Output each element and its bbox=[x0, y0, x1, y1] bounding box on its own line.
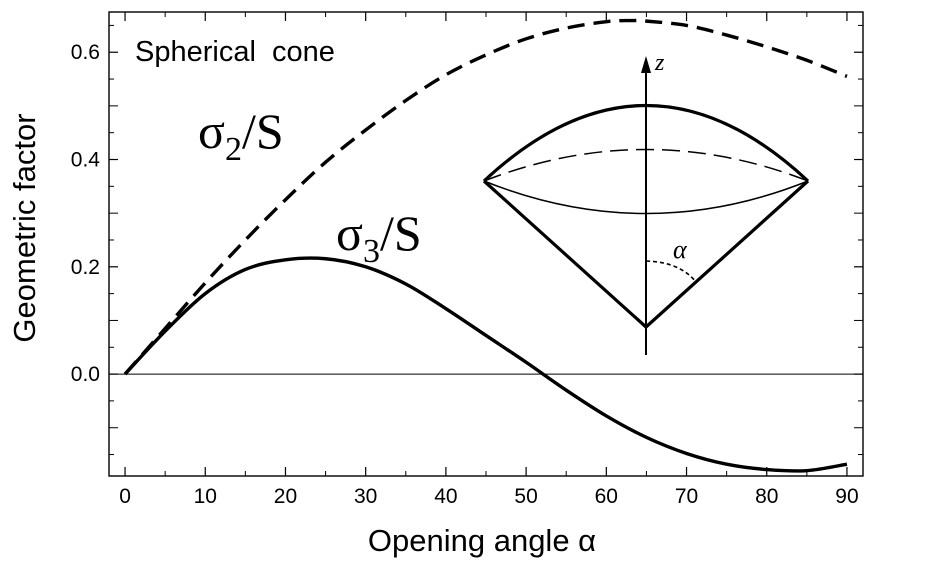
cone-cap-arc bbox=[482, 104, 810, 183]
cone-side-right bbox=[644, 179, 810, 329]
series-line-sigma3 bbox=[123, 256, 848, 473]
cone-rim-back bbox=[483, 148, 809, 182]
series-label-sigma2-sub: 2 bbox=[225, 131, 242, 168]
x-tick-label: 80 bbox=[755, 485, 778, 508]
x-tick-label: 10 bbox=[194, 485, 217, 508]
angle-arc bbox=[645, 260, 697, 283]
y-tick-label: 0.6 bbox=[71, 41, 100, 64]
x-tick-label: 30 bbox=[354, 485, 377, 508]
x-tick-label: 0 bbox=[119, 485, 131, 508]
x-tick-label: 20 bbox=[274, 485, 297, 508]
cone-side-left bbox=[482, 179, 648, 329]
series-label-sigma3-rest: /S bbox=[380, 205, 422, 261]
series-label-sigma2-main: σ bbox=[198, 103, 225, 159]
series-lines bbox=[123, 18, 848, 473]
cone-inset: z α bbox=[482, 50, 810, 355]
plot-frame bbox=[108, 11, 864, 477]
z-axis-label: z bbox=[654, 50, 665, 76]
x-tick-label: 90 bbox=[835, 485, 858, 508]
x-axis-label: Opening angle α bbox=[368, 523, 596, 558]
series-label-sigma3-main: σ bbox=[336, 205, 363, 261]
x-tick-label: 50 bbox=[514, 485, 537, 508]
chart-annotation: Spherical cone bbox=[135, 36, 335, 68]
series-label-sigma3: σ3/S bbox=[336, 205, 422, 270]
y-tick-label: 0.4 bbox=[71, 149, 101, 172]
z-axis-arrowhead bbox=[641, 56, 651, 73]
y-tick-label: 0.0 bbox=[71, 363, 100, 386]
series-line-sigma2 bbox=[123, 18, 848, 376]
ticks: 0 10 20 30 40 50 60 70 80 90 0.0 0.2 0.4 0.6 bbox=[71, 12, 863, 508]
cone-rim-front bbox=[483, 180, 809, 215]
x-tick-label: 70 bbox=[675, 485, 698, 508]
x-tick-label: 40 bbox=[434, 485, 457, 508]
x-tick-label: 60 bbox=[595, 485, 618, 508]
series-label-sigma2-rest: /S bbox=[242, 103, 284, 159]
angle-label: α bbox=[673, 235, 688, 264]
y-tick-label: 0.2 bbox=[71, 256, 100, 279]
series-label-sigma2: σ2/S bbox=[198, 103, 284, 168]
y-axis-label: Geometric factor bbox=[7, 113, 42, 342]
series-label-sigma3-sub: 3 bbox=[363, 233, 380, 270]
